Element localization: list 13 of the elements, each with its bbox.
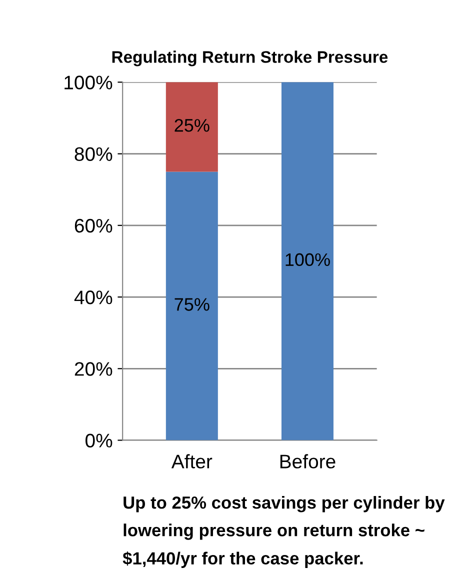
data-label: 75%: [174, 298, 210, 311]
y-tick-label: 0%: [86, 434, 112, 448]
data-label: 25%: [174, 119, 210, 132]
y-tick-label: 100%: [64, 76, 112, 90]
x-tick-label: Before: [280, 454, 336, 468]
x-tick-label: After: [171, 454, 212, 468]
y-tick-label: 80%: [74, 147, 112, 162]
y-tick-label: 20%: [74, 362, 112, 376]
y-tick-label: 60%: [74, 218, 112, 233]
chart-title: Regulating Return Stroke Pressure: [112, 50, 388, 66]
text: Up to 25% cost savings per cylinder by lowering pressure on return stroke ~ $1,440/yr for the case packer.: [122, 496, 445, 568]
data-label: 100%: [286, 253, 330, 266]
y-tick-label: 40%: [74, 290, 112, 304]
